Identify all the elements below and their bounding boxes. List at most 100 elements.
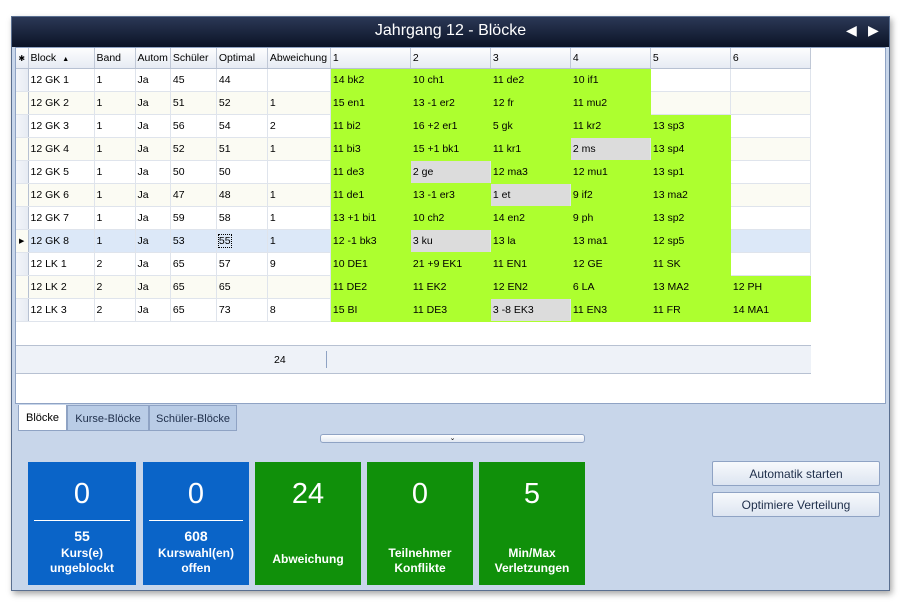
cell-slot-3[interactable]: 13 la <box>490 229 571 253</box>
cell-slot-2[interactable]: 10 ch1 <box>410 68 491 92</box>
cell-optimal[interactable]: 57 <box>216 252 268 276</box>
cell-slot-1[interactable]: 10 DE1 <box>330 252 411 276</box>
table-row[interactable]: 12 GK 3 1 Ja 56 54 2 11 bi2 16 +2 er1 5 gk 11 kr2… <box>16 114 811 138</box>
cell-schueler[interactable]: 65 <box>170 298 217 322</box>
cell-slot-4[interactable]: 12 mu1 <box>570 160 651 184</box>
cell-slot-2[interactable]: 10 ch2 <box>410 206 491 230</box>
cell-band[interactable]: 1 <box>94 137 136 161</box>
tile-teilnehmer-konflikte[interactable]: 0 Teilnehmer Konflikte <box>367 462 473 585</box>
cell-slot-4[interactable]: 11 EN3 <box>570 298 651 322</box>
cell-slot-3[interactable]: 11 kr1 <box>490 137 571 161</box>
row-indicator[interactable]: ▶ <box>16 229 29 253</box>
cell-slot-1[interactable]: 11 DE2 <box>330 275 411 299</box>
cell-optimal[interactable]: 54 <box>216 114 268 138</box>
cell-slot-1[interactable]: 11 de1 <box>330 183 411 207</box>
cell-slot-1[interactable]: 12 -1 bk3 <box>330 229 411 253</box>
cell-slot-4[interactable]: 9 if2 <box>570 183 651 207</box>
cell-slot-5[interactable]: 11 SK <box>650 252 731 276</box>
cell-optimal[interactable]: 58 <box>216 206 268 230</box>
cell-abweichung[interactable] <box>267 275 331 299</box>
cell-schueler[interactable]: 65 <box>170 252 217 276</box>
table-row[interactable]: 12 LK 2 2 Ja 65 65 11 DE2 11 EK2 12 EN2 6 LA 13 M… <box>16 275 811 299</box>
column-header-block[interactable]: Block ▲ <box>28 48 95 69</box>
cell-slot-3[interactable]: 11 de2 <box>490 68 571 92</box>
cell-slot-4[interactable]: 10 if1 <box>570 68 651 92</box>
cell-optimal[interactable]: 65 <box>216 275 268 299</box>
row-indicator[interactable] <box>16 252 29 276</box>
cell-slot-2[interactable]: 13 -1 er3 <box>410 183 491 207</box>
row-indicator[interactable] <box>16 160 29 184</box>
cell-schueler[interactable]: 47 <box>170 183 217 207</box>
column-header-optimal[interactable]: Optimal <box>216 48 268 69</box>
cell-slot-6[interactable] <box>730 229 811 253</box>
table-row[interactable]: 12 GK 2 1 Ja 51 52 1 15 en1 13 -1 er2 12 fr 11 mu… <box>16 91 811 115</box>
cell-autom[interactable]: Ja <box>135 160 171 184</box>
cell-slot-5[interactable]: 11 FR <box>650 298 731 322</box>
cell-optimal[interactable]: 73 <box>216 298 268 322</box>
table-row[interactable]: 12 GK 4 1 Ja 52 51 1 11 bi3 15 +1 bk1 11 kr1 2 ms… <box>16 137 811 161</box>
table-row[interactable]: 12 LK 1 2 Ja 65 57 9 10 DE1 21 +9 EK1 11 EN1 12 G… <box>16 252 811 276</box>
cell-schueler[interactable]: 45 <box>170 68 217 92</box>
cell-slot-5[interactable] <box>650 91 731 115</box>
cell-slot-6[interactable]: 14 MA1 <box>730 298 811 322</box>
cell-abweichung[interactable] <box>267 68 331 92</box>
prev-arrow-icon[interactable]: ◀ <box>846 23 857 39</box>
cell-block[interactable]: 12 LK 2 <box>28 275 95 299</box>
cell-slot-2[interactable]: 11 DE3 <box>410 298 491 322</box>
cell-slot-4[interactable]: 11 kr2 <box>570 114 651 138</box>
cell-block[interactable]: 12 LK 3 <box>28 298 95 322</box>
cell-optimal[interactable]: 44 <box>216 68 268 92</box>
cell-slot-4[interactable]: 6 LA <box>570 275 651 299</box>
cell-band[interactable]: 1 <box>94 160 136 184</box>
cell-slot-4[interactable]: 13 ma1 <box>570 229 651 253</box>
cell-autom[interactable]: Ja <box>135 68 171 92</box>
cell-band[interactable]: 1 <box>94 206 136 230</box>
cell-optimal[interactable]: 51 <box>216 137 268 161</box>
cell-slot-6[interactable] <box>730 68 811 92</box>
tab-bloecke[interactable]: Blöcke <box>18 405 67 431</box>
cell-block[interactable]: 12 GK 8 <box>28 229 95 253</box>
column-header-1[interactable]: 1 <box>330 48 411 69</box>
cell-block[interactable]: 12 GK 6 <box>28 183 95 207</box>
cell-slot-2[interactable]: 13 -1 er2 <box>410 91 491 115</box>
cell-slot-6[interactable] <box>730 114 811 138</box>
tile-abweichung[interactable]: 24 Abweichung <box>255 462 361 585</box>
cell-slot-6[interactable]: 12 PH <box>730 275 811 299</box>
cell-slot-6[interactable] <box>730 183 811 207</box>
cell-schueler[interactable]: 59 <box>170 206 217 230</box>
cell-slot-5[interactable]: 13 sp3 <box>650 114 731 138</box>
cell-slot-3[interactable]: 12 ma3 <box>490 160 571 184</box>
table-row[interactable]: 12 GK 6 1 Ja 47 48 1 11 de1 13 -1 er3 1 et 9 if2 1… <box>16 183 811 207</box>
table-row[interactable]: 12 GK 7 1 Ja 59 58 1 13 +1 bi1 10 ch2 14 en2 9 ph… <box>16 206 811 230</box>
row-indicator[interactable] <box>16 275 29 299</box>
cell-abweichung[interactable]: 9 <box>267 252 331 276</box>
table-row[interactable]: 12 LK 3 2 Ja 65 73 8 15 BI 11 DE3 3 -8 EK3 11 EN3… <box>16 298 811 322</box>
column-header-2[interactable]: 2 <box>410 48 491 69</box>
cell-slot-2[interactable]: 3 ku <box>410 229 491 253</box>
row-indicator[interactable] <box>16 114 29 138</box>
column-header-abweichung[interactable]: Abweichung <box>267 48 331 69</box>
column-header-band[interactable]: Band <box>94 48 136 69</box>
cell-slot-1[interactable]: 15 en1 <box>330 91 411 115</box>
table-row[interactable]: 12 GK 5 1 Ja 50 50 11 de3 2 ge 12 ma3 12 mu1 13 s… <box>16 160 811 184</box>
cell-optimal[interactable]: 50 <box>216 160 268 184</box>
cell-slot-2[interactable]: 2 ge <box>410 160 491 184</box>
cell-optimal[interactable]: 55 <box>216 229 268 253</box>
cell-slot-4[interactable]: 2 ms <box>570 137 651 161</box>
row-indicator[interactable] <box>16 137 29 161</box>
cell-band[interactable]: 1 <box>94 91 136 115</box>
tab-schueler-bloecke[interactable]: Schüler-Blöcke <box>149 405 237 431</box>
cell-slot-2[interactable]: 15 +1 bk1 <box>410 137 491 161</box>
cell-block[interactable]: 12 LK 1 <box>28 252 95 276</box>
cell-band[interactable]: 1 <box>94 68 136 92</box>
cell-slot-6[interactable] <box>730 160 811 184</box>
cell-band[interactable]: 2 <box>94 298 136 322</box>
row-indicator[interactable] <box>16 183 29 207</box>
cell-autom[interactable]: Ja <box>135 298 171 322</box>
cell-schueler[interactable]: 56 <box>170 114 217 138</box>
cell-block[interactable]: 12 GK 2 <box>28 91 95 115</box>
table-row[interactable]: 12 GK 1 1 Ja 45 44 14 bk2 10 ch1 11 de2 10 if1 <box>16 68 811 92</box>
next-arrow-icon[interactable]: ▶ <box>868 23 879 39</box>
cell-block[interactable]: 12 GK 7 <box>28 206 95 230</box>
cell-optimal[interactable]: 52 <box>216 91 268 115</box>
